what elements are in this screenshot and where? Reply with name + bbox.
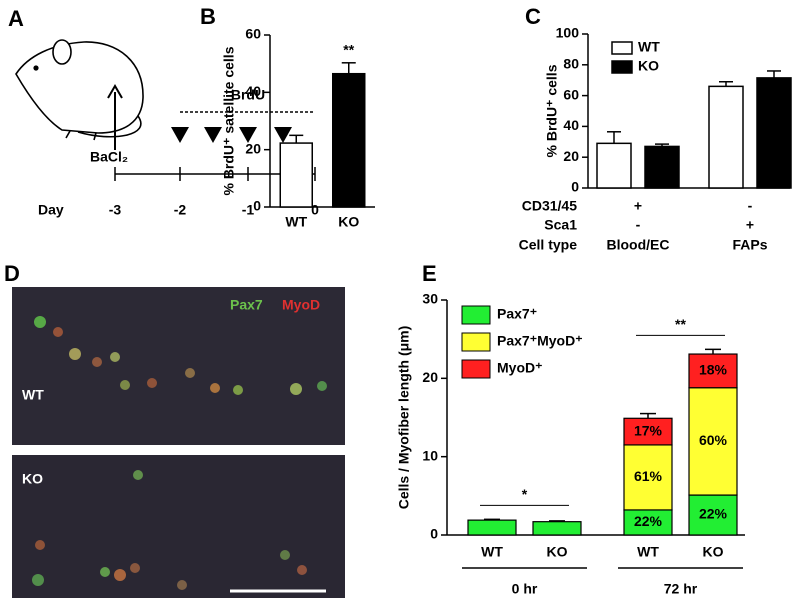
day-tick: 0 <box>311 202 319 218</box>
legend-swatch <box>461 359 491 379</box>
triangles <box>171 127 292 143</box>
y-tick-label: 60 <box>245 26 261 42</box>
x-tick-label: WT <box>285 214 307 230</box>
y-tick-label: 60 <box>563 86 579 102</box>
x-tick-label: Blood/EC <box>607 237 670 253</box>
micrograph <box>12 287 345 445</box>
segment-label: 17% <box>634 422 663 438</box>
row-label: CD31/45 <box>522 198 577 214</box>
y-tick-label: 20 <box>245 140 261 156</box>
y-tick-label: 40 <box>245 83 261 99</box>
legend-swatch <box>461 332 491 352</box>
significance: ** <box>343 42 354 58</box>
panel-label: D <box>4 261 20 286</box>
x-tick-label: WT <box>481 544 503 560</box>
arrow-head <box>107 84 123 99</box>
marker-value: + <box>634 198 642 214</box>
row-label: Cell type <box>519 237 578 253</box>
y-tick-label: 80 <box>563 56 579 72</box>
marker-value: - <box>748 198 753 214</box>
legend-label: WT <box>638 39 660 55</box>
legend-swatch <box>611 41 633 55</box>
row-label: Sca1 <box>544 217 577 233</box>
legend-label: Pax7⁺MyoD⁺ <box>497 333 583 349</box>
bar-segment <box>623 444 673 511</box>
y-axis-label: % BrdU⁺ satellite cells <box>221 46 237 195</box>
day-tick: -1 <box>242 202 255 218</box>
legend-label: Pax7⁺ <box>497 306 537 322</box>
y-tick-label: 0 <box>430 526 438 542</box>
panel-label: C <box>525 4 541 29</box>
bar <box>596 142 632 189</box>
mouse <box>15 39 144 141</box>
image-label: KO <box>22 471 43 487</box>
segment-label: 22% <box>634 513 663 529</box>
panel-label: E <box>422 261 437 286</box>
y-tick-label: 20 <box>422 369 438 385</box>
bar-segment <box>467 519 517 536</box>
legend-swatch <box>611 60 633 74</box>
bar <box>279 142 313 208</box>
treatment-label: BrdU <box>231 87 265 103</box>
marker-value: - <box>636 217 641 233</box>
panel-label: A <box>8 6 24 31</box>
nuclei <box>32 316 327 590</box>
day-tick: -2 <box>174 202 187 218</box>
bar <box>644 145 680 189</box>
bar-segment <box>688 494 738 536</box>
y-tick-label: 30 <box>422 291 438 307</box>
stain-label: MyoD <box>282 297 320 313</box>
stain-label: Pax7 <box>230 297 263 313</box>
y-tick-label: 20 <box>563 148 579 164</box>
legend-label: KO <box>638 58 659 74</box>
segment-label: 60% <box>699 432 728 448</box>
y-tick-label: 100 <box>556 25 580 41</box>
y-axis-label: Cells / Myofiber length (μm) <box>396 326 412 510</box>
y-tick-label: 10 <box>422 447 438 463</box>
bar <box>756 77 792 189</box>
group-label: 72 hr <box>664 581 698 597</box>
y-tick-label: 40 <box>563 117 579 133</box>
y-axis-label: % BrdU⁺ cells <box>544 64 560 157</box>
timeline-ticks <box>114 167 316 181</box>
x-tick-label: KO <box>338 214 359 230</box>
x-tick-label: KO <box>547 544 568 560</box>
injection-label: BaCl₂ <box>90 149 128 165</box>
group-label: 0 hr <box>512 581 538 597</box>
segment-label: 61% <box>634 468 663 484</box>
y-tick-label: 0 <box>571 179 579 195</box>
micrograph <box>12 455 345 598</box>
x-tick-label: KO <box>703 544 724 560</box>
bar-segment <box>532 521 582 536</box>
segment-label: 18% <box>699 362 728 378</box>
bar-segment <box>688 353 738 389</box>
y-tick-label: 0 <box>253 198 261 214</box>
panel-label: B <box>200 4 216 29</box>
x-tick-label: WT <box>637 544 659 560</box>
marker-value: + <box>746 217 754 233</box>
significance: * <box>522 486 528 502</box>
bar-segment <box>623 417 673 446</box>
legend-swatch <box>461 305 491 325</box>
legend-label: MyoD⁺ <box>497 360 543 376</box>
significance: ** <box>675 316 686 332</box>
bar <box>708 85 744 189</box>
bar-segment <box>623 509 673 536</box>
bar <box>332 72 366 208</box>
day-tick: -3 <box>109 202 122 218</box>
image-label: WT <box>22 387 44 403</box>
segment-label: 22% <box>699 506 728 522</box>
day-label: Day <box>38 202 64 218</box>
x-tick-label: FAPs <box>732 237 767 253</box>
